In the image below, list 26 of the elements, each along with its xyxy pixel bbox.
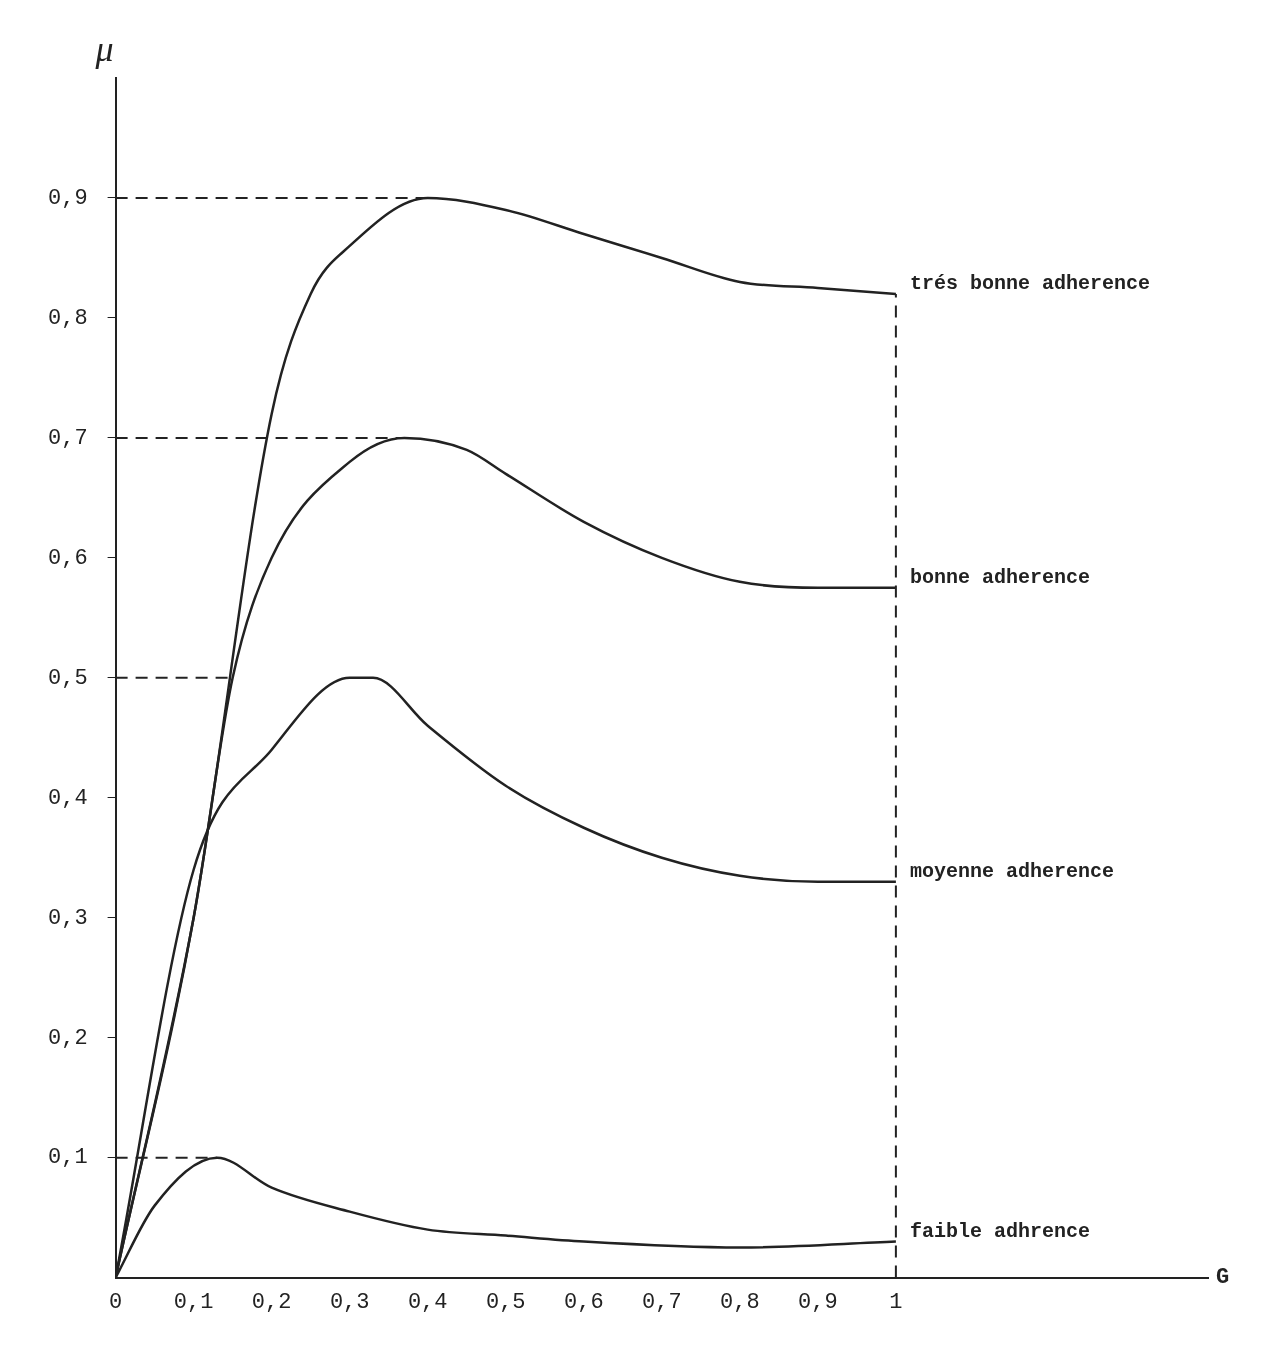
- x-axis-title: G: [1216, 1265, 1230, 1291]
- series-label: moyenne adherence: [909, 859, 1114, 883]
- x-tick-label: 0,8: [720, 1289, 760, 1315]
- series-label: trés bonne adherence: [909, 271, 1150, 295]
- x-tick-label: 0,3: [329, 1289, 370, 1315]
- y-tick-label: 0,1: [48, 1145, 88, 1171]
- x-tick-label: 0,2: [251, 1289, 292, 1315]
- x-tick-label: 0,5: [485, 1289, 526, 1315]
- series-label: bonne adherence: [909, 565, 1090, 589]
- series-label: faible adhrence: [909, 1219, 1090, 1243]
- y-tick-label: 0,7: [48, 425, 88, 451]
- x-tick-label: 0,9: [798, 1289, 838, 1315]
- y-tick-label: 0,9: [48, 185, 88, 211]
- x-tick-label: 0,7: [642, 1289, 682, 1315]
- x-tick-label: 1: [889, 1289, 903, 1315]
- x-tick-label: 0: [109, 1289, 123, 1315]
- y-tick-label: 0,6: [48, 545, 88, 571]
- y-tick-label: 0,5: [48, 665, 88, 691]
- y-tick-label: 0,8: [48, 305, 88, 331]
- y-axis-title: μ: [94, 29, 114, 70]
- y-tick-label: 0,4: [48, 785, 88, 811]
- x-tick-label: 0,4: [407, 1289, 448, 1315]
- x-tick-label: 0,6: [563, 1289, 604, 1315]
- x-tick-label: 0,1: [173, 1289, 214, 1315]
- y-tick-label: 0,3: [48, 905, 88, 931]
- y-tick-label: 0,2: [48, 1025, 88, 1051]
